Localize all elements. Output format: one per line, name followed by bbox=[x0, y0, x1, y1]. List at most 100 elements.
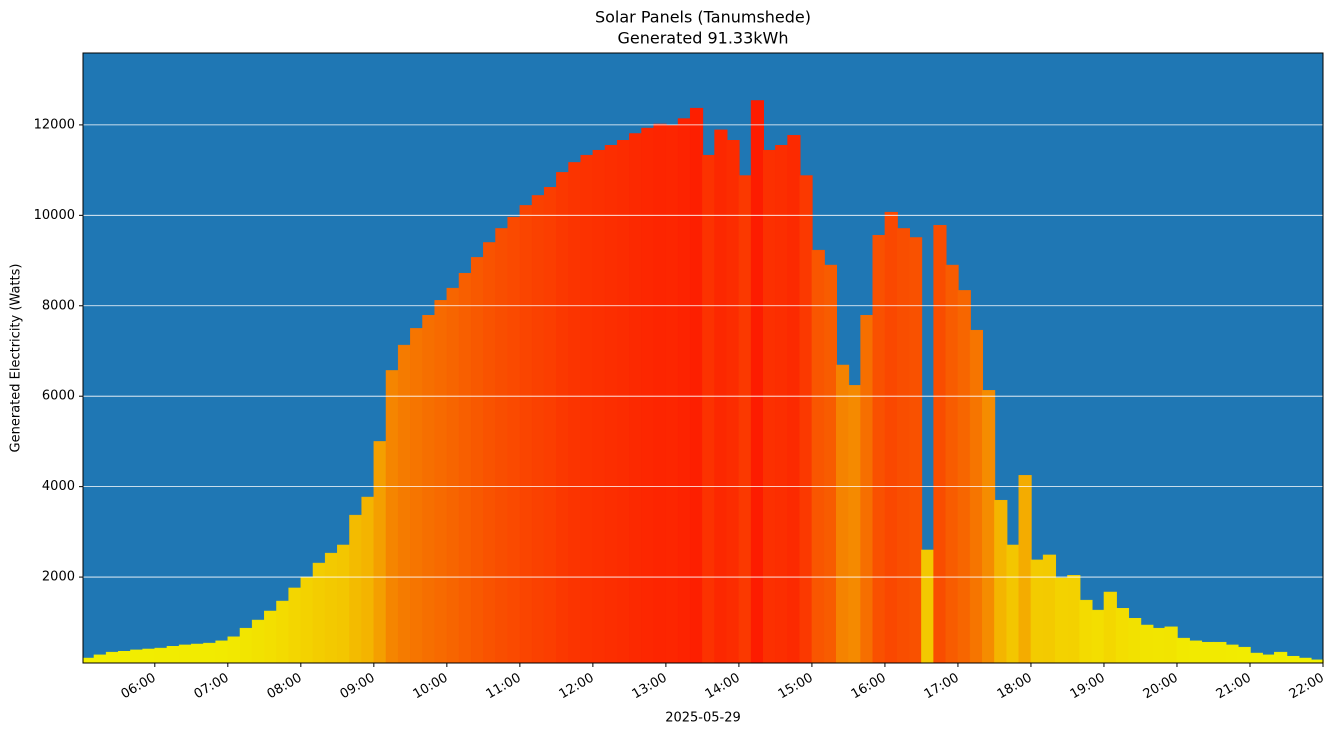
bar bbox=[665, 124, 679, 664]
bar bbox=[689, 107, 704, 664]
bar bbox=[215, 640, 229, 664]
bar bbox=[592, 149, 606, 664]
bar bbox=[604, 144, 618, 664]
bar bbox=[726, 140, 740, 664]
bars bbox=[82, 100, 1324, 664]
bar bbox=[422, 315, 436, 664]
x-tick-label: 13:00 bbox=[630, 671, 670, 703]
bar bbox=[1055, 577, 1069, 664]
bar bbox=[823, 264, 837, 664]
bar bbox=[799, 175, 813, 664]
bar bbox=[300, 576, 314, 664]
y-tick-label: 8000 bbox=[42, 298, 75, 313]
bar bbox=[982, 390, 996, 664]
bar bbox=[653, 123, 667, 664]
bar bbox=[191, 643, 205, 664]
bar bbox=[410, 328, 424, 664]
bar bbox=[543, 187, 558, 664]
y-tick-label: 6000 bbox=[42, 389, 75, 404]
bar bbox=[787, 135, 801, 664]
bar bbox=[1261, 654, 1276, 664]
bar bbox=[957, 290, 971, 664]
x-tick-label: 12:00 bbox=[557, 671, 597, 703]
grid bbox=[83, 124, 1323, 578]
bar bbox=[1079, 599, 1093, 664]
bar bbox=[848, 385, 862, 664]
bar bbox=[105, 651, 120, 664]
bar bbox=[1274, 651, 1288, 664]
x-tick-label: 09:00 bbox=[338, 671, 378, 703]
bar bbox=[446, 287, 460, 664]
bar bbox=[276, 600, 290, 664]
bar bbox=[884, 211, 898, 664]
x-tick-label: 16:00 bbox=[849, 671, 889, 703]
y-tick-label: 12000 bbox=[34, 117, 75, 132]
bar bbox=[118, 650, 132, 664]
bar bbox=[203, 642, 217, 664]
bar bbox=[349, 514, 363, 664]
x-tick-label: 15:00 bbox=[776, 671, 816, 703]
bar bbox=[434, 300, 448, 664]
bar bbox=[373, 441, 387, 664]
x-tick-label: 18:00 bbox=[995, 671, 1035, 703]
bar bbox=[775, 144, 789, 664]
bar bbox=[811, 249, 825, 664]
x-tick-label: 08:00 bbox=[265, 671, 305, 703]
bar bbox=[1164, 626, 1178, 664]
bar bbox=[921, 549, 935, 664]
bar bbox=[1201, 641, 1215, 664]
bar bbox=[1286, 655, 1300, 664]
x-tick-label: 11:00 bbox=[484, 671, 524, 703]
chart-title: Solar Panels (Tanumshede) bbox=[595, 8, 811, 27]
bar bbox=[994, 499, 1008, 664]
bar bbox=[507, 216, 521, 664]
y-axis-label: Generated Electricity (Watts) bbox=[9, 264, 24, 453]
bar bbox=[896, 228, 911, 664]
x-tick-label: 19:00 bbox=[1068, 671, 1108, 703]
x-axis-label: 2025-05-29 bbox=[665, 711, 741, 726]
bar bbox=[1018, 475, 1032, 664]
bar bbox=[1091, 609, 1105, 664]
bar bbox=[835, 364, 850, 664]
y-tick-label: 2000 bbox=[42, 570, 75, 585]
bar bbox=[1128, 617, 1142, 664]
bar bbox=[641, 127, 655, 664]
bar bbox=[264, 610, 278, 664]
bar bbox=[750, 100, 764, 664]
bar bbox=[154, 647, 168, 664]
bar bbox=[933, 225, 947, 664]
x-tick-label: 22:00 bbox=[1287, 671, 1327, 703]
bar bbox=[1188, 640, 1203, 664]
bar bbox=[385, 370, 399, 664]
bar bbox=[945, 264, 959, 664]
bar bbox=[166, 646, 180, 664]
bar bbox=[361, 496, 375, 664]
bar bbox=[1249, 652, 1263, 664]
bar bbox=[568, 162, 582, 664]
bar bbox=[1030, 559, 1044, 664]
bar bbox=[1237, 646, 1251, 664]
bar bbox=[82, 657, 95, 664]
bar bbox=[909, 237, 923, 664]
bar bbox=[239, 627, 253, 664]
bar bbox=[470, 257, 485, 664]
bar bbox=[616, 140, 631, 664]
bar bbox=[1225, 644, 1239, 664]
x-tick-label: 10:00 bbox=[411, 671, 451, 703]
x-tick-label: 14:00 bbox=[703, 671, 743, 703]
bar bbox=[969, 329, 984, 664]
bar bbox=[1140, 624, 1154, 664]
bar bbox=[324, 552, 339, 664]
bar bbox=[142, 648, 156, 664]
bar bbox=[93, 654, 107, 664]
bar bbox=[738, 175, 752, 664]
bar bbox=[227, 636, 241, 664]
bar bbox=[556, 172, 570, 664]
y-tick-label: 4000 bbox=[42, 479, 75, 494]
bar bbox=[872, 234, 886, 664]
bar bbox=[1115, 608, 1130, 664]
bar bbox=[397, 344, 412, 664]
bar bbox=[312, 562, 326, 664]
